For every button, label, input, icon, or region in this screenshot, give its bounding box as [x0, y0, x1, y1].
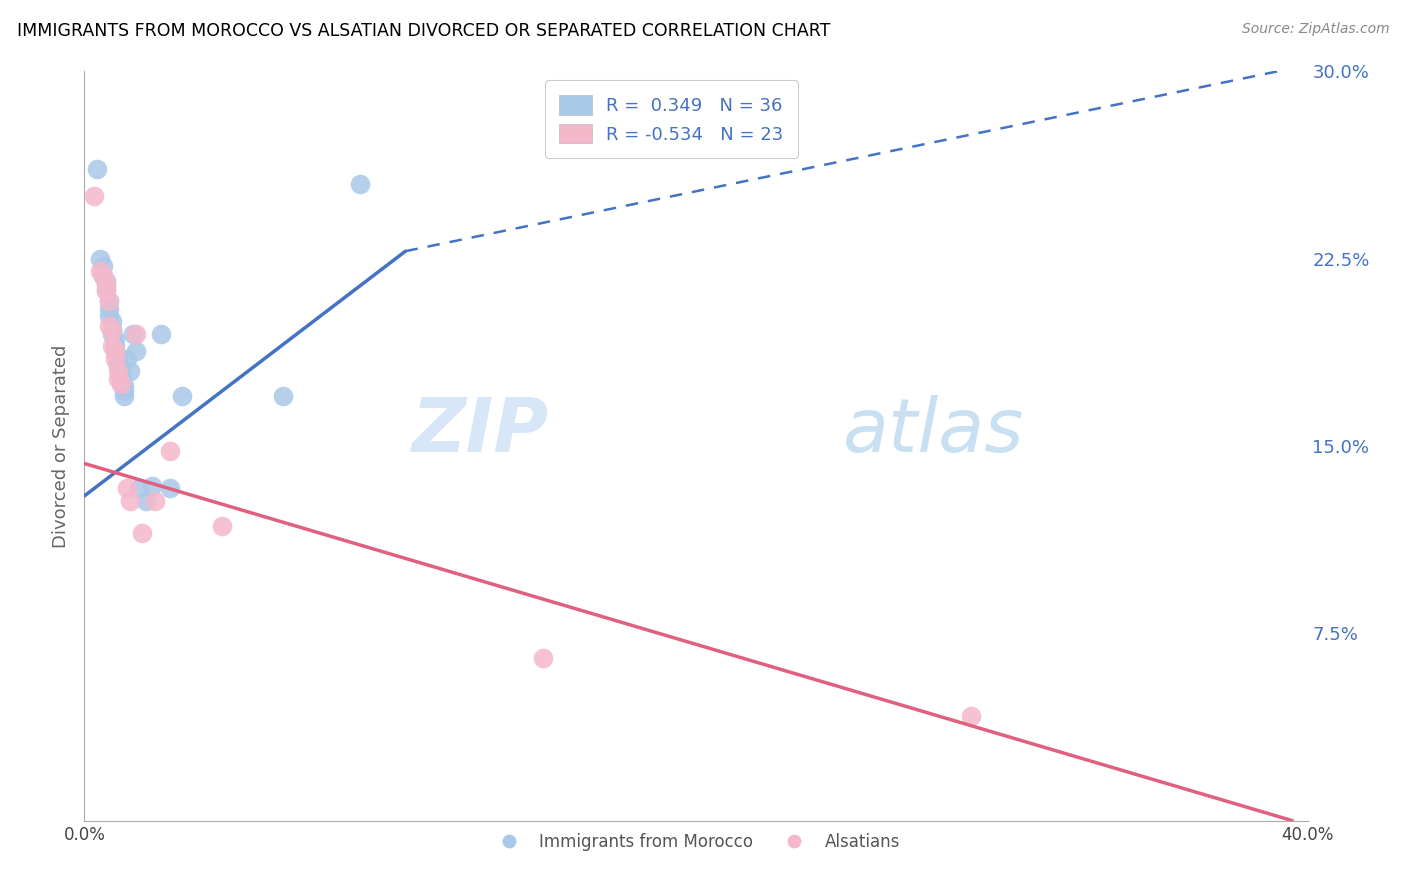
- Point: [271, 389, 294, 403]
- Point: [89, 252, 111, 266]
- Point: [211, 519, 233, 533]
- Text: ZIP: ZIP: [412, 394, 550, 467]
- Point: [110, 376, 132, 391]
- Point: [110, 369, 132, 384]
- Point: [107, 349, 129, 363]
- Point: [91, 269, 114, 284]
- Text: IMMIGRANTS FROM MOROCCO VS ALSATIAN DIVORCED OR SEPARATED CORRELATION CHART: IMMIGRANTS FROM MOROCCO VS ALSATIAN DIVO…: [17, 22, 831, 40]
- Point: [104, 344, 127, 359]
- Point: [104, 351, 127, 366]
- Text: atlas: atlas: [842, 395, 1024, 467]
- Point: [110, 364, 132, 378]
- Point: [110, 374, 132, 388]
- Point: [86, 161, 108, 176]
- Point: [120, 494, 142, 508]
- Point: [107, 359, 129, 373]
- Point: [149, 326, 172, 341]
- Text: Source: ZipAtlas.com: Source: ZipAtlas.com: [1241, 22, 1389, 37]
- Point: [91, 269, 114, 284]
- Point: [159, 482, 181, 496]
- Point: [104, 339, 127, 353]
- Point: [112, 389, 135, 403]
- Point: [112, 384, 135, 398]
- Point: [112, 379, 135, 393]
- Point: [125, 326, 148, 341]
- Point: [172, 389, 194, 403]
- Point: [94, 277, 117, 291]
- Point: [101, 314, 124, 328]
- Point: [101, 326, 124, 341]
- Point: [141, 479, 163, 493]
- Point: [97, 294, 120, 309]
- Point: [107, 371, 129, 385]
- Point: [107, 354, 129, 368]
- Point: [97, 309, 120, 323]
- Point: [97, 294, 120, 309]
- Point: [83, 189, 105, 203]
- Point: [159, 444, 181, 458]
- Point: [94, 284, 117, 298]
- Point: [349, 177, 371, 191]
- Point: [89, 264, 111, 278]
- Point: [131, 526, 153, 541]
- Point: [128, 482, 150, 496]
- Y-axis label: Divorced or Separated: Divorced or Separated: [52, 344, 70, 548]
- Point: [960, 708, 983, 723]
- Point: [91, 259, 114, 273]
- Point: [104, 332, 127, 346]
- Point: [135, 494, 157, 508]
- Legend: Immigrants from Morocco, Alsatians: Immigrants from Morocco, Alsatians: [485, 826, 907, 857]
- Point: [94, 282, 117, 296]
- Point: [531, 651, 554, 665]
- Point: [143, 494, 166, 508]
- Point: [101, 324, 124, 338]
- Point: [101, 321, 124, 335]
- Point: [107, 364, 129, 378]
- Point: [122, 326, 145, 341]
- Point: [97, 301, 120, 316]
- Point: [115, 482, 138, 496]
- Point: [101, 339, 124, 353]
- Point: [120, 364, 142, 378]
- Point: [104, 344, 127, 359]
- Point: [125, 344, 148, 359]
- Point: [97, 319, 120, 334]
- Point: [94, 274, 117, 288]
- Point: [115, 351, 138, 366]
